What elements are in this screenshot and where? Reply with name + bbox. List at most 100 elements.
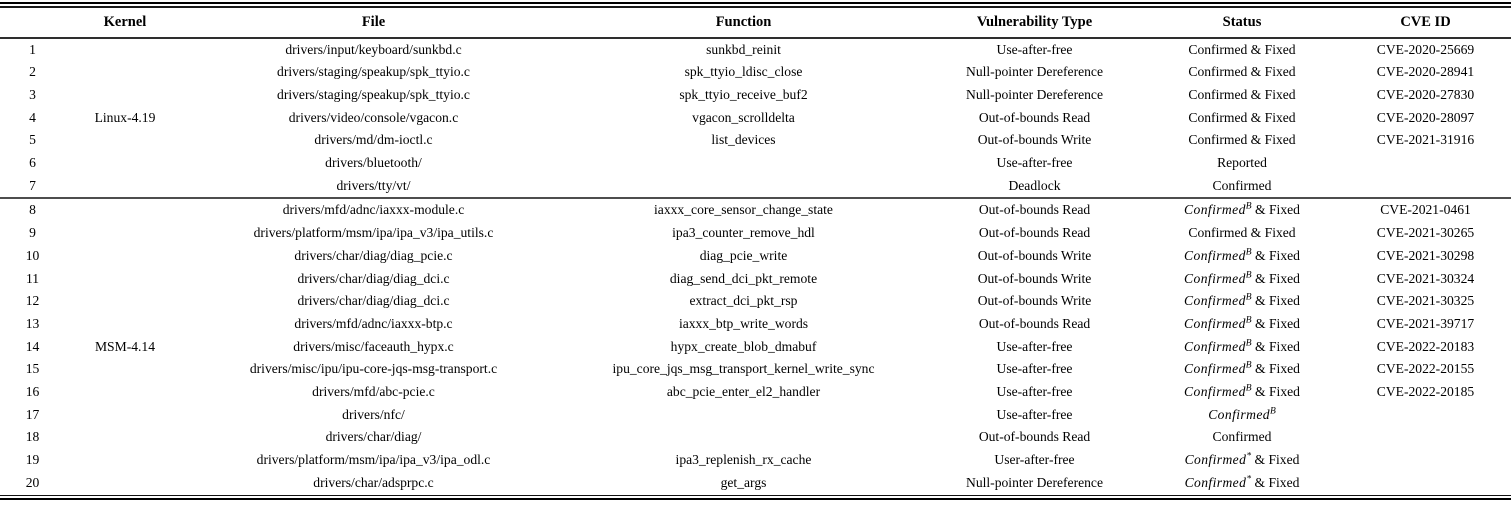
status-cell: Reported — [1217, 155, 1267, 171]
status-superscript: * — [1246, 474, 1252, 485]
vulnerability-table: Kernel File Function Vulnerability Type … — [0, 7, 1511, 495]
function-cell: list_devices — [711, 132, 776, 148]
status-word: Confirmed — [1184, 293, 1246, 309]
vuln-type-cell: Out-of-bounds Write — [977, 247, 1092, 263]
table-row: 5 drivers/md/dm-ioctl.c list_devices Out-of… — [0, 129, 1511, 152]
file-cell: drivers/platform/msm/ipa/ipa_v3/ipa_util… — [253, 225, 494, 241]
function-cell: ipa3_replenish_rx_cache — [675, 452, 812, 468]
function-cell: spk_ttyio_ldisc_close — [684, 64, 803, 80]
vuln-type-cell: Out-of-bounds Read — [978, 429, 1091, 445]
cve-cell — [1340, 404, 1511, 427]
file-cell: drivers/mfd/adnc/iaxxx-module.c — [185, 197, 562, 223]
vuln-type-cell: Out-of-bounds Read — [978, 109, 1091, 125]
cve-cell: CVE-2020-28097 — [1376, 109, 1475, 125]
status-cell: ConfirmedB — [1144, 404, 1340, 427]
file-cell: drivers/char/adsprpc.c — [313, 474, 434, 490]
file-cell: drivers/char/diag/ — [325, 429, 422, 445]
status-cell: ConfirmedB & Fixed — [1184, 292, 1300, 309]
status-word: Confirmed — [1184, 270, 1246, 286]
status-word: Confirmed — [1184, 384, 1246, 400]
file-cell: drivers/md/dm-ioctl.c — [314, 132, 433, 148]
cve-cell: CVE-2020-25669 — [1376, 41, 1475, 57]
table-row: 3 drivers/staging/speakup/spk_ttyio.c spk_… — [0, 84, 1511, 107]
row-number-cell: 15 — [25, 361, 40, 377]
row-number-cell: 14 — [25, 338, 40, 354]
status-word: Confirmed — [1184, 338, 1246, 354]
row-number-cell: 3 — [29, 86, 36, 102]
status-superscript: B — [1245, 247, 1252, 258]
status-word: Confirmed — [1184, 202, 1246, 218]
function-cell: iaxxx_btp_write_words — [678, 315, 809, 331]
table-row: 17 drivers/nfc/Use-after-free ConfirmedB — [0, 404, 1511, 427]
vuln-type-cell: Out-of-bounds Write — [977, 270, 1092, 286]
row-number-cell: 10 — [25, 247, 40, 263]
function-cell — [562, 175, 925, 199]
file-cell: drivers/input/keyboard/sunkbd.c — [285, 41, 462, 57]
vuln-type-cell: Out-of-bounds Read — [978, 315, 1091, 331]
header-vulnerability-type: Vulnerability Type — [925, 7, 1144, 39]
status-superscript: B — [1245, 292, 1252, 303]
table-row: 18 drivers/char/diag/Out-of-bounds Read Co… — [0, 426, 1511, 449]
vuln-type-cell: Use-after-free — [996, 41, 1073, 57]
row-number-cell: 18 — [25, 429, 40, 445]
table-row: 20 drivers/char/adsprpc.c get_args Null-poi… — [0, 472, 1511, 495]
status-cell: ConfirmedB & Fixed — [1184, 360, 1300, 377]
vuln-type-cell: Null-pointer Dereference — [966, 86, 1103, 102]
table-row: 15 drivers/misc/ipu/ipu-core-jqs-msg-tran… — [0, 358, 1511, 381]
function-cell: extract_dci_pkt_rsp — [689, 293, 798, 309]
status-cell: Confirmed & Fixed — [1188, 41, 1296, 57]
row-number-cell: 7 — [29, 177, 36, 193]
header-file: File — [185, 7, 562, 39]
function-cell: diag_send_dci_pkt_remote — [669, 270, 818, 286]
paper-table-figure: Kernel File Function Vulnerability Type … — [0, 2, 1511, 501]
row-number-cell: 17 — [25, 406, 40, 422]
cve-cell: CVE-2021-30298 — [1376, 247, 1475, 263]
function-cell: ipu_core_jqs_msg_transport_kernel_write_… — [612, 361, 875, 377]
status-word: Confirmed — [1184, 315, 1246, 331]
table-row: 11 drivers/char/diag/diag_dci.c diag_send_… — [0, 268, 1511, 291]
file-cell: drivers/staging/speakup/spk_ttyio.c — [277, 64, 470, 80]
status-word: Confirmed — [1184, 452, 1247, 468]
vuln-type-cell: Out-of-bounds Write — [977, 132, 1092, 148]
status-cell: Confirmed* & Fixed — [1184, 474, 1300, 490]
file-cell: drivers/char/diag/diag_dci.c — [297, 270, 450, 286]
table-row: 9 drivers/platform/msm/ipa/ipa_v3/ipa_uti… — [0, 222, 1511, 245]
status-word: Confirmed — [1184, 247, 1246, 263]
status-cell: Confirmed* & Fixed — [1184, 451, 1300, 468]
status-cell: ConfirmedB & Fixed — [1144, 197, 1340, 223]
status-superscript: B — [1245, 383, 1252, 394]
kernel-group-cell: MSM-4.14 — [65, 197, 185, 495]
row-number-cell: 4 — [29, 109, 36, 125]
file-cell: drivers/misc/ipu/ipu-core-jqs-msg-transp… — [249, 361, 498, 377]
cve-cell: CVE-2022-20183 — [1376, 338, 1475, 354]
cve-cell: CVE-2020-28941 — [1376, 64, 1475, 80]
vuln-type-cell: User-after-free — [994, 452, 1075, 468]
row-number-cell: 9 — [29, 225, 36, 241]
cve-cell — [1340, 449, 1511, 472]
table-row: 13 drivers/mfd/adnc/iaxxx-btp.c iaxxx_btp_… — [0, 313, 1511, 336]
table-row: 12 drivers/char/diag/diag_dci.c extract_dc… — [0, 290, 1511, 313]
table-row: 19 drivers/platform/msm/ipa/ipa_v3/ipa_od… — [0, 449, 1511, 472]
status-word: Confirmed — [1184, 361, 1246, 377]
status-cell: Confirmed & Fixed — [1188, 86, 1296, 102]
status-cell: ConfirmedB & Fixed — [1184, 270, 1300, 286]
cve-cell: CVE-2021-0461 — [1340, 197, 1511, 223]
function-cell — [562, 426, 925, 449]
header-cve-id: CVE ID — [1340, 7, 1511, 39]
status-cell: ConfirmedB & Fixed — [1184, 383, 1300, 400]
table-row: 16 drivers/mfd/abc-pcie.c abc_pcie_enter_e… — [0, 381, 1511, 404]
function-cell: sunkbd_reinit — [706, 41, 781, 57]
vuln-type-cell: Null-pointer Dereference — [966, 474, 1103, 490]
function-cell: ipa3_counter_remove_hdl — [672, 225, 815, 241]
vuln-type-cell: Out-of-bounds Read — [925, 197, 1144, 223]
row-number-cell: 5 — [29, 132, 36, 148]
cve-cell: CVE-2021-30265 — [1376, 225, 1475, 241]
status-cell: Confirmed & Fixed — [1188, 109, 1296, 125]
header-function: Function — [562, 7, 925, 39]
vuln-type-cell: Out-of-bounds Read — [978, 225, 1091, 241]
status-cell: ConfirmedB & Fixed — [1184, 247, 1300, 263]
cve-cell: CVE-2022-20185 — [1376, 384, 1475, 400]
file-cell: drivers/char/diag/diag_pcie.c — [294, 247, 453, 263]
row-number-cell: 2 — [29, 64, 36, 80]
function-cell: spk_ttyio_receive_buf2 — [679, 86, 808, 102]
